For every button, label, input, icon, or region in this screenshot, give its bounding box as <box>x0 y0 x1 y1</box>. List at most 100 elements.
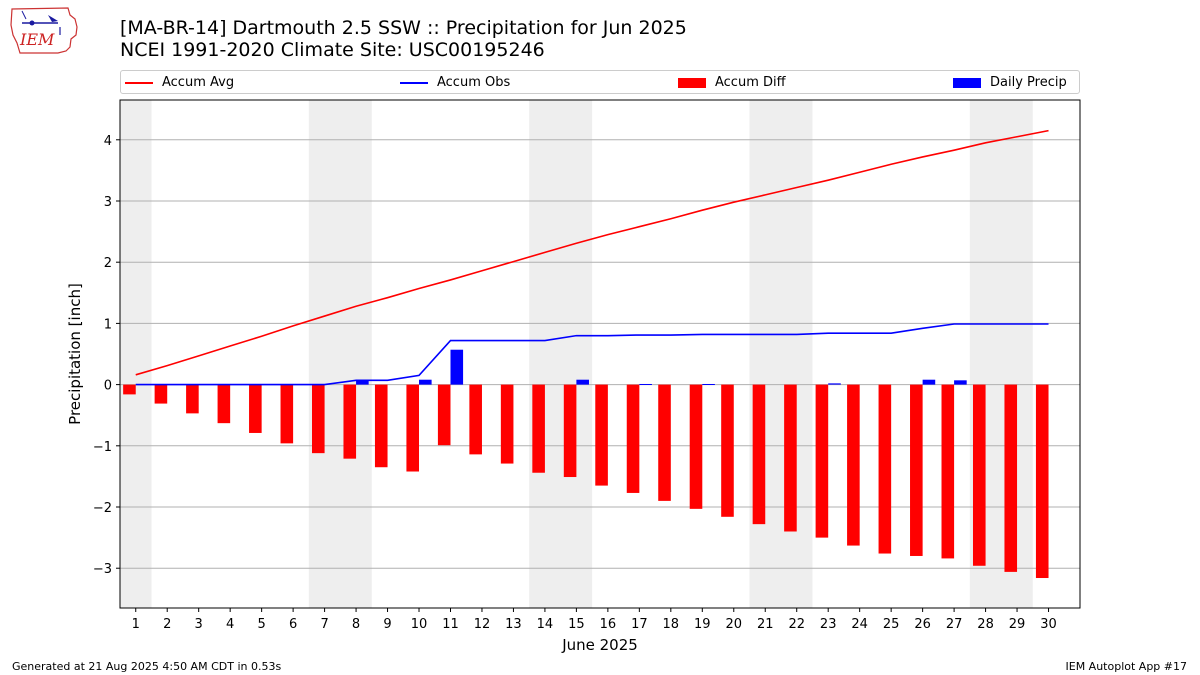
diff-bar <box>249 384 262 433</box>
diff-bar <box>784 384 797 532</box>
legend: Accum Avg Accum Obs Accum Diff Daily Pre… <box>120 70 1080 94</box>
y-tick-label: −1 <box>93 440 112 455</box>
x-axis-label: June 2025 <box>561 636 638 654</box>
x-tick-label: 9 <box>383 617 391 632</box>
y-axis-label: Precipitation [inch] <box>66 283 84 425</box>
x-tick-label: 20 <box>725 617 742 632</box>
diff-bar <box>1004 384 1018 572</box>
legend-item-daily-precip: Daily Precip <box>953 74 1067 92</box>
daily-precip-bar <box>702 383 715 385</box>
y-tick-label: 0 <box>104 379 112 394</box>
x-tick-label: 10 <box>411 617 428 632</box>
x-tick-label: 17 <box>631 617 648 632</box>
x-tick-label: 7 <box>320 617 328 632</box>
x-tick-label: 24 <box>851 617 868 632</box>
diff-bar <box>658 384 671 501</box>
x-tick-label: 29 <box>1009 617 1026 632</box>
y-tick-label: 4 <box>104 134 112 149</box>
diff-bar <box>532 384 545 473</box>
x-tick-label: 30 <box>1040 617 1057 632</box>
x-tick-label: 23 <box>820 617 837 632</box>
daily-precip-bar <box>922 379 936 385</box>
y-tick-label: −2 <box>93 501 112 516</box>
diff-bar <box>469 384 482 455</box>
daily-precip-bar <box>356 380 369 385</box>
x-tick-label: 14 <box>537 617 554 632</box>
daily-precip-bar <box>954 380 967 385</box>
daily-precip-bar <box>639 383 652 385</box>
plot-frame <box>119 99 1081 609</box>
x-tick-label: 2 <box>163 617 171 632</box>
diff-bar <box>123 384 136 395</box>
legend-swatch-accum-avg <box>125 81 153 84</box>
diff-bar <box>217 384 231 424</box>
diff-bar <box>312 384 325 454</box>
diff-bar <box>752 384 766 525</box>
diff-bar <box>563 384 577 478</box>
weekend-shade-1 <box>308 100 372 608</box>
legend-label-accum-obs: Accum Obs <box>437 75 511 90</box>
x-tick-label: 15 <box>568 617 585 632</box>
diff-bar <box>595 384 608 486</box>
x-tick-label: 1 <box>132 617 140 632</box>
title-line-1: [MA-BR-14] Dartmouth 2.5 SSW :: Precipit… <box>120 17 687 39</box>
diff-bar <box>689 384 703 509</box>
diff-bar <box>815 384 829 538</box>
diff-bar <box>374 384 388 468</box>
diff-bar <box>406 384 420 472</box>
iem-logo[interactable]: IEM <box>8 5 80 59</box>
x-tick-label: 27 <box>946 617 963 632</box>
diff-bar <box>500 384 514 464</box>
x-tick-label: 4 <box>226 617 234 632</box>
weekend-shade-3 <box>749 100 813 608</box>
diff-bar <box>972 384 986 566</box>
y-tick-label: −3 <box>93 562 112 577</box>
weekend-shade-2 <box>529 100 593 608</box>
daily-precip-bar <box>419 379 432 385</box>
x-tick-label: 5 <box>257 617 265 632</box>
x-tick-label: 16 <box>600 617 617 632</box>
diff-bar <box>154 384 168 404</box>
diff-bar <box>910 384 923 556</box>
logo-text: IEM <box>19 30 55 49</box>
accum-avg-line <box>135 129 1049 376</box>
diff-bar <box>280 384 294 444</box>
x-tick-label: 6 <box>289 617 297 632</box>
diff-bar <box>1035 384 1049 579</box>
chart-title: [MA-BR-14] Dartmouth 2.5 SSW :: Precipit… <box>120 17 687 61</box>
weekend-shade-0 <box>120 100 152 608</box>
y-tick-label: 1 <box>104 317 112 332</box>
footer-app: IEM Autoplot App #17 <box>1065 660 1188 673</box>
legend-swatch-accum-obs <box>400 81 428 84</box>
legend-swatch-accum-diff <box>678 77 706 88</box>
diff-bar <box>941 384 955 559</box>
x-tick-label: 11 <box>442 617 459 632</box>
legend-label-daily-precip: Daily Precip <box>990 75 1067 90</box>
legend-item-accum-diff: Accum Diff <box>678 74 786 92</box>
diff-bar <box>343 384 357 459</box>
legend-label-accum-diff: Accum Diff <box>715 75 786 90</box>
legend-item-accum-avg: Accum Avg <box>125 74 234 92</box>
daily-precip-bar <box>828 383 841 385</box>
x-tick-label: 3 <box>195 617 203 632</box>
diff-bar <box>721 384 734 517</box>
daily-precip-bar <box>450 349 464 385</box>
y-tick-label: 3 <box>104 195 112 210</box>
x-tick-label: 26 <box>914 617 931 632</box>
x-tick-label: 21 <box>757 617 774 632</box>
x-tick-label: 22 <box>788 617 805 632</box>
x-tick-label: 18 <box>663 617 680 632</box>
diff-bar <box>186 384 199 414</box>
footer-generated: Generated at 21 Aug 2025 4:50 AM CDT in … <box>12 660 282 673</box>
diff-bar <box>626 384 640 493</box>
legend-label-accum-avg: Accum Avg <box>162 75 235 90</box>
x-tick-label: 13 <box>505 617 522 632</box>
x-tick-label: 8 <box>352 617 360 632</box>
diff-bar <box>878 384 892 554</box>
x-tick-label: 25 <box>883 617 900 632</box>
daily-precip-bar <box>576 379 589 385</box>
x-tick-label: 19 <box>694 617 711 632</box>
y-tick-label: 2 <box>104 256 112 271</box>
diff-bar <box>847 384 860 546</box>
